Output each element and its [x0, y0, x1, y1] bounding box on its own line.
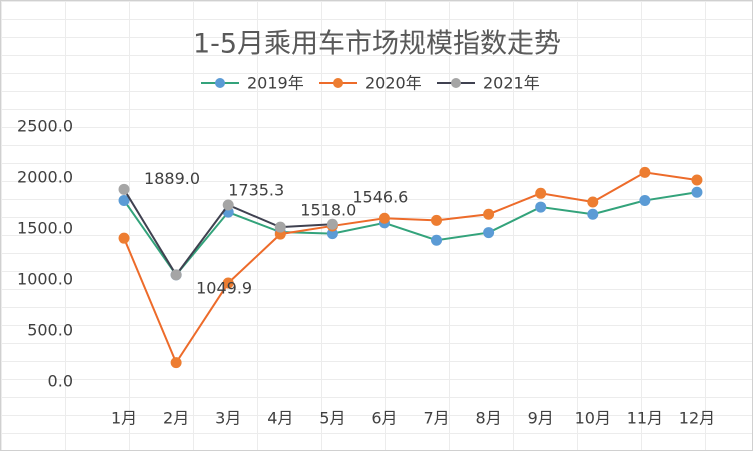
y-tick-label: 500.0	[27, 321, 73, 340]
data-label: 1889.0	[144, 169, 200, 188]
y-tick-label: 2000.0	[17, 168, 73, 187]
x-tick-label: 1月	[111, 409, 137, 428]
data-point	[274, 221, 286, 233]
data-point	[483, 208, 495, 220]
legend-label: 2019年	[247, 74, 304, 93]
data-label: 1546.6	[352, 188, 408, 207]
y-tick-label: 0.0	[48, 372, 73, 391]
x-tick-label: 2月	[163, 409, 189, 428]
legend-marker	[333, 78, 343, 88]
data-point	[431, 214, 443, 226]
data-point	[535, 187, 547, 199]
y-tick-label: 2500.0	[17, 117, 73, 136]
data-point	[170, 357, 182, 369]
series-line	[123, 191, 698, 277]
data-point	[118, 232, 130, 244]
x-tick-label: 12月	[679, 409, 715, 428]
data-point	[170, 269, 182, 281]
data-label: 1518.0	[300, 201, 356, 220]
y-tick-label: 1000.0	[17, 270, 73, 289]
legend-marker	[451, 78, 461, 88]
data-point	[535, 201, 547, 213]
data-label: 1735.3	[228, 180, 284, 199]
x-tick-label: 9月	[528, 409, 554, 428]
x-tick-label: 5月	[319, 409, 345, 428]
legend-label: 2021年	[483, 74, 540, 93]
data-point	[222, 277, 234, 289]
data-point	[118, 183, 130, 195]
x-tick-label: 11月	[627, 409, 663, 428]
x-tick-label: 7月	[423, 409, 449, 428]
x-tick-label: 8月	[476, 409, 502, 428]
data-point	[222, 199, 234, 211]
x-tick-label: 10月	[575, 409, 611, 428]
legend-label: 2020年	[365, 74, 422, 93]
data-point	[639, 166, 651, 178]
x-tick-label: 3月	[215, 409, 241, 428]
data-point	[378, 212, 390, 224]
data-point	[118, 194, 130, 206]
series-line	[123, 171, 698, 365]
y-tick-label: 1500.0	[17, 219, 73, 238]
x-tick-label: 4月	[267, 409, 293, 428]
data-point	[587, 196, 599, 208]
legend-marker	[215, 78, 225, 88]
data-point	[326, 228, 338, 240]
data-point	[587, 208, 599, 220]
data-point	[326, 218, 338, 230]
data-point	[431, 234, 443, 246]
data-point	[691, 174, 703, 186]
data-point	[483, 227, 495, 239]
data-point	[639, 194, 651, 206]
data-label: 1049.9	[196, 278, 252, 297]
data-point	[691, 186, 703, 198]
x-tick-label: 6月	[371, 409, 397, 428]
chart-title: 1-5月乘用车市场规模指数走势	[193, 29, 561, 60]
